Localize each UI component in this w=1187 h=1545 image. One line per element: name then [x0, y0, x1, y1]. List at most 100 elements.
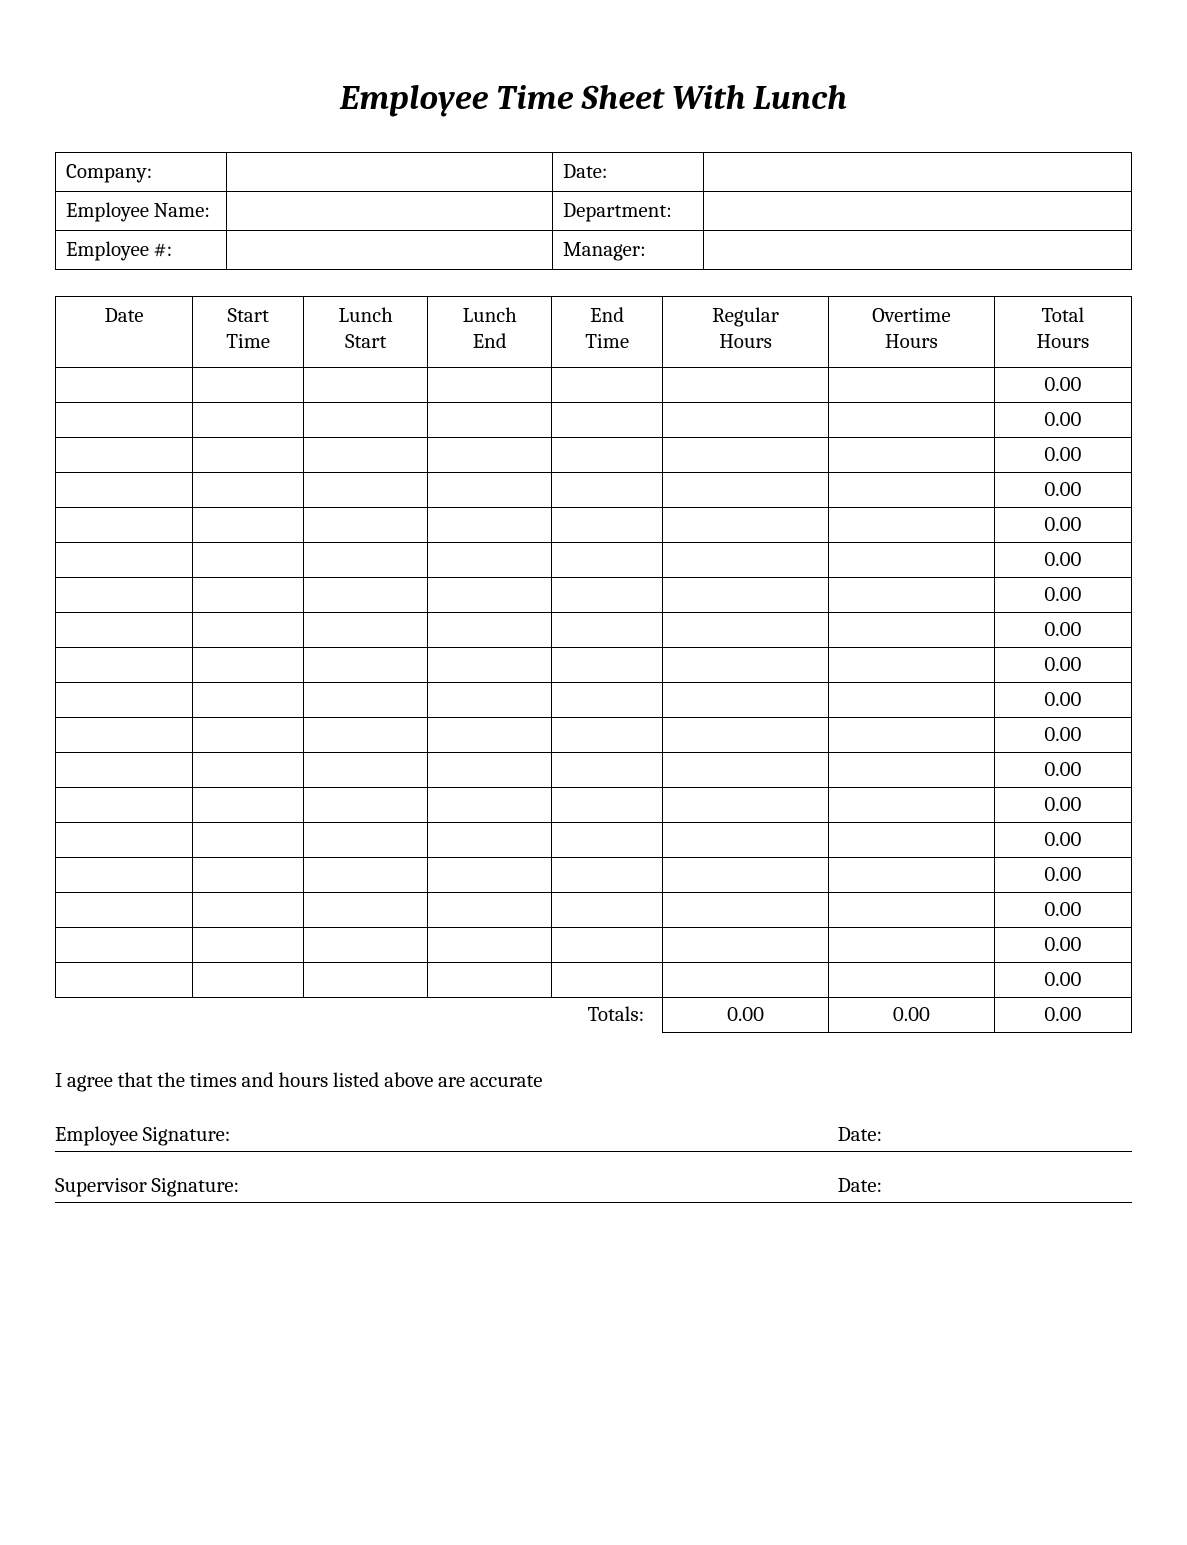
cell-end[interactable]: [552, 928, 663, 963]
employee-num-field[interactable]: [227, 231, 553, 270]
cell-regular[interactable]: [663, 893, 829, 928]
cell-regular[interactable]: [663, 403, 829, 438]
cell-regular[interactable]: [663, 753, 829, 788]
cell-lunch_start[interactable]: [304, 753, 428, 788]
manager-field[interactable]: [704, 231, 1132, 270]
cell-date[interactable]: [56, 473, 193, 508]
cell-lunch_end[interactable]: [428, 508, 552, 543]
cell-end[interactable]: [552, 403, 663, 438]
cell-lunch_end[interactable]: [428, 613, 552, 648]
cell-overtime[interactable]: [828, 683, 994, 718]
cell-start[interactable]: [193, 368, 304, 403]
cell-start[interactable]: [193, 403, 304, 438]
cell-lunch_start[interactable]: [304, 508, 428, 543]
cell-overtime[interactable]: [828, 963, 994, 998]
cell-start[interactable]: [193, 718, 304, 753]
cell-regular[interactable]: [663, 928, 829, 963]
cell-regular[interactable]: [663, 858, 829, 893]
cell-lunch_start[interactable]: [304, 403, 428, 438]
cell-overtime[interactable]: [828, 753, 994, 788]
cell-date[interactable]: [56, 788, 193, 823]
cell-date[interactable]: [56, 403, 193, 438]
cell-start[interactable]: [193, 683, 304, 718]
cell-regular[interactable]: [663, 438, 829, 473]
cell-date[interactable]: [56, 928, 193, 963]
cell-date[interactable]: [56, 648, 193, 683]
cell-start[interactable]: [193, 753, 304, 788]
cell-regular[interactable]: [663, 788, 829, 823]
company-field[interactable]: [227, 153, 553, 192]
cell-end[interactable]: [552, 438, 663, 473]
cell-date[interactable]: [56, 683, 193, 718]
cell-start[interactable]: [193, 508, 304, 543]
employee-signature-line[interactable]: [230, 1127, 837, 1149]
cell-start[interactable]: [193, 613, 304, 648]
cell-end[interactable]: [552, 648, 663, 683]
cell-lunch_end[interactable]: [428, 858, 552, 893]
cell-end[interactable]: [552, 368, 663, 403]
cell-end[interactable]: [552, 893, 663, 928]
employee-name-field[interactable]: [227, 192, 553, 231]
cell-lunch_start[interactable]: [304, 543, 428, 578]
cell-lunch_end[interactable]: [428, 788, 552, 823]
cell-lunch_end[interactable]: [428, 893, 552, 928]
cell-end[interactable]: [552, 963, 663, 998]
cell-overtime[interactable]: [828, 928, 994, 963]
cell-start[interactable]: [193, 788, 304, 823]
cell-end[interactable]: [552, 473, 663, 508]
cell-end[interactable]: [552, 858, 663, 893]
cell-lunch_end[interactable]: [428, 368, 552, 403]
cell-overtime[interactable]: [828, 368, 994, 403]
cell-lunch_start[interactable]: [304, 578, 428, 613]
cell-date[interactable]: [56, 613, 193, 648]
supervisor-signature-date-line[interactable]: [882, 1178, 1132, 1200]
cell-date[interactable]: [56, 508, 193, 543]
cell-start[interactable]: [193, 893, 304, 928]
cell-lunch_start[interactable]: [304, 963, 428, 998]
cell-lunch_start[interactable]: [304, 788, 428, 823]
cell-overtime[interactable]: [828, 858, 994, 893]
cell-regular[interactable]: [663, 963, 829, 998]
cell-lunch_start[interactable]: [304, 368, 428, 403]
cell-overtime[interactable]: [828, 403, 994, 438]
cell-lunch_start[interactable]: [304, 473, 428, 508]
cell-regular[interactable]: [663, 578, 829, 613]
cell-lunch_end[interactable]: [428, 473, 552, 508]
cell-lunch_end[interactable]: [428, 578, 552, 613]
cell-overtime[interactable]: [828, 718, 994, 753]
cell-lunch_start[interactable]: [304, 858, 428, 893]
cell-date[interactable]: [56, 753, 193, 788]
cell-date[interactable]: [56, 823, 193, 858]
cell-lunch_start[interactable]: [304, 718, 428, 753]
cell-end[interactable]: [552, 683, 663, 718]
cell-lunch_start[interactable]: [304, 893, 428, 928]
cell-lunch_end[interactable]: [428, 403, 552, 438]
cell-start[interactable]: [193, 928, 304, 963]
cell-regular[interactable]: [663, 683, 829, 718]
cell-date[interactable]: [56, 368, 193, 403]
cell-overtime[interactable]: [828, 508, 994, 543]
cell-regular[interactable]: [663, 368, 829, 403]
cell-lunch_end[interactable]: [428, 823, 552, 858]
cell-overtime[interactable]: [828, 578, 994, 613]
cell-end[interactable]: [552, 823, 663, 858]
cell-regular[interactable]: [663, 473, 829, 508]
cell-date[interactable]: [56, 963, 193, 998]
cell-start[interactable]: [193, 963, 304, 998]
cell-regular[interactable]: [663, 613, 829, 648]
cell-end[interactable]: [552, 543, 663, 578]
cell-regular[interactable]: [663, 823, 829, 858]
cell-lunch_end[interactable]: [428, 718, 552, 753]
cell-regular[interactable]: [663, 648, 829, 683]
cell-lunch_end[interactable]: [428, 753, 552, 788]
cell-start[interactable]: [193, 858, 304, 893]
cell-date[interactable]: [56, 858, 193, 893]
cell-end[interactable]: [552, 613, 663, 648]
cell-end[interactable]: [552, 718, 663, 753]
cell-lunch_end[interactable]: [428, 928, 552, 963]
cell-overtime[interactable]: [828, 613, 994, 648]
cell-lunch_end[interactable]: [428, 543, 552, 578]
cell-date[interactable]: [56, 543, 193, 578]
cell-overtime[interactable]: [828, 648, 994, 683]
date-field[interactable]: [704, 153, 1132, 192]
